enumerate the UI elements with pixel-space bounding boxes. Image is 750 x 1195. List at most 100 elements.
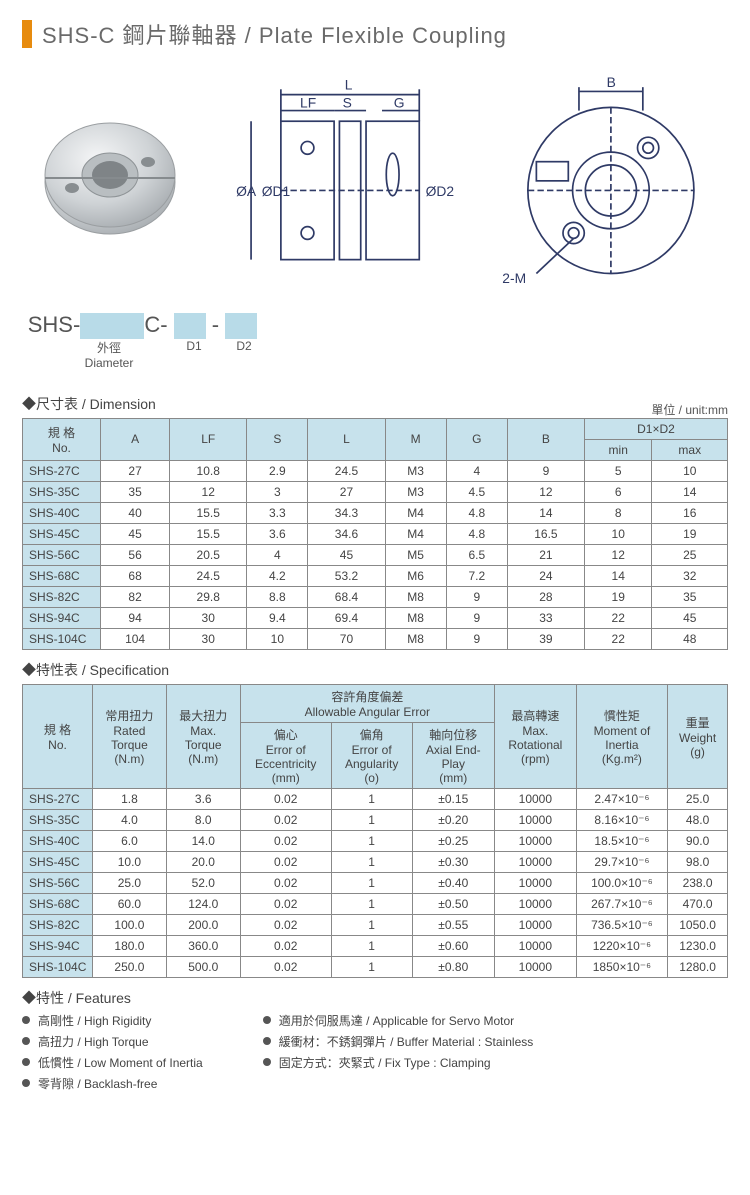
dim-cell: 39 bbox=[507, 628, 584, 649]
spec-col-header: 最高轉速 Max. Rotational (rpm) bbox=[495, 684, 577, 788]
dim-cell: 27 bbox=[308, 481, 385, 502]
spec-cell: ±0.25 bbox=[412, 830, 494, 851]
part-code-format: SHS-C- - 外徑 D1 D2 Diameter bbox=[22, 312, 728, 370]
lbl-outer-en: Diameter bbox=[77, 356, 141, 370]
lbl-d1: D1 bbox=[175, 339, 213, 356]
dim-cell: M6 bbox=[385, 565, 446, 586]
feature-item: 低慣性 / Low Moment of Inertia bbox=[22, 1054, 203, 1071]
spec-cell: 60.0 bbox=[93, 893, 167, 914]
spec-cell: 1.8 bbox=[93, 788, 167, 809]
dim-cell: 94 bbox=[101, 607, 170, 628]
spec-cell: 1 bbox=[331, 935, 412, 956]
dim-cell: 15.5 bbox=[170, 523, 247, 544]
spec-row-header: SHS-68C bbox=[23, 893, 93, 914]
dim-cell: 4.2 bbox=[247, 565, 308, 586]
bullet-icon bbox=[263, 1058, 271, 1066]
dim-cell: 4 bbox=[247, 544, 308, 565]
spec-header: ◆特性表 / Specification bbox=[22, 660, 728, 680]
spec-cell: 0.02 bbox=[240, 956, 331, 977]
spec-cell: 20.0 bbox=[166, 851, 240, 872]
spec-cell: ±0.30 bbox=[412, 851, 494, 872]
dim-row-header: SHS-45C bbox=[23, 523, 101, 544]
dim-cell: 53.2 bbox=[308, 565, 385, 586]
dim-cell: 32 bbox=[652, 565, 728, 586]
spec-row-header: SHS-40C bbox=[23, 830, 93, 851]
dim-row-header: SHS-104C bbox=[23, 628, 101, 649]
dim-cell: 9 bbox=[507, 460, 584, 481]
spec-cell: 29.7×10⁻⁶ bbox=[576, 851, 668, 872]
dim-cell: 6.5 bbox=[446, 544, 507, 565]
dim-col-header: S bbox=[247, 418, 308, 460]
top-section: L LF S G ØA ØD1 ØD2 bbox=[22, 68, 728, 292]
dim-cell: 69.4 bbox=[308, 607, 385, 628]
dim-col-header: M bbox=[385, 418, 446, 460]
lbl-d2: D2 bbox=[225, 339, 263, 356]
spec-cell: 1850×10⁻⁶ bbox=[576, 956, 668, 977]
dim-col-sub: max bbox=[652, 439, 728, 460]
spec-cell: ±0.40 bbox=[412, 872, 494, 893]
dim-cell: 30 bbox=[170, 607, 247, 628]
dim-cell: 4.5 bbox=[446, 481, 507, 502]
spec-cell: 1 bbox=[331, 956, 412, 977]
feature-item: 高扭力 / High Torque bbox=[22, 1033, 203, 1050]
dim-cell: 9 bbox=[446, 586, 507, 607]
dim-cell: 104 bbox=[101, 628, 170, 649]
spec-col-header: 規 格 No. bbox=[23, 684, 93, 788]
lbl-outer-zh: 外徑 bbox=[77, 339, 141, 356]
dim-cell: 5 bbox=[584, 460, 652, 481]
spec-cell: 10.0 bbox=[93, 851, 167, 872]
spec-cell: ±0.60 bbox=[412, 935, 494, 956]
feature-text: 適用於伺服馬達 / Applicable for Servo Motor bbox=[279, 1012, 514, 1029]
dim-cell: 8 bbox=[584, 502, 652, 523]
dim-cell: 4 bbox=[446, 460, 507, 481]
spec-cell: 736.5×10⁻⁶ bbox=[576, 914, 668, 935]
dim-cell: 30 bbox=[170, 628, 247, 649]
dim-cell: 24 bbox=[507, 565, 584, 586]
dim-cell: 8.8 bbox=[247, 586, 308, 607]
dim-cell: 15.5 bbox=[170, 502, 247, 523]
spec-cell: 180.0 bbox=[93, 935, 167, 956]
dim-cell: 16 bbox=[652, 502, 728, 523]
bullet-icon bbox=[263, 1016, 271, 1024]
dim-cell: M4 bbox=[385, 523, 446, 544]
specification-table: 規 格 No.常用扭力 Rated Torque (N.m)最大扭力 Max. … bbox=[22, 684, 728, 978]
dim-cell: 70 bbox=[308, 628, 385, 649]
spec-row-header: SHS-56C bbox=[23, 872, 93, 893]
code-mid: C- bbox=[144, 312, 167, 337]
dim-S: S bbox=[343, 94, 352, 110]
feature-text: 緩衝材：不銹鋼彈片 / Buffer Material : Stainless bbox=[279, 1033, 534, 1050]
title-accent-bar bbox=[22, 20, 32, 48]
spec-row-header: SHS-104C bbox=[23, 956, 93, 977]
dim-cell: 2.9 bbox=[247, 460, 308, 481]
feature-text: 高扭力 / High Torque bbox=[38, 1033, 149, 1050]
bullet-icon bbox=[263, 1037, 271, 1045]
spec-cell: 0.02 bbox=[240, 788, 331, 809]
spec-cell: 360.0 bbox=[166, 935, 240, 956]
features-header: ◆特性 / Features bbox=[22, 988, 728, 1008]
bullet-icon bbox=[22, 1058, 30, 1066]
technical-diagram: L LF S G ØA ØD1 ØD2 bbox=[217, 68, 728, 292]
spec-cell: 0.02 bbox=[240, 851, 331, 872]
spec-cell: 1 bbox=[331, 788, 412, 809]
spec-cell: 25.0 bbox=[93, 872, 167, 893]
code-prefix: SHS- bbox=[28, 312, 81, 337]
dim-2M: 2-M bbox=[502, 270, 526, 286]
spec-col-header: 軸向位移 Axial End- Play (mm) bbox=[412, 722, 494, 788]
dim-col-header: L bbox=[308, 418, 385, 460]
spec-cell: 1 bbox=[331, 830, 412, 851]
features-list: 高剛性 / High Rigidity高扭力 / High Torque低慣性 … bbox=[22, 1012, 728, 1092]
spec-cell: 4.0 bbox=[93, 809, 167, 830]
dim-cell: 10.8 bbox=[170, 460, 247, 481]
spec-col-header: 常用扭力 Rated Torque (N.m) bbox=[93, 684, 167, 788]
page-title: SHS-C 鋼片聯軸器 / Plate Flexible Coupling bbox=[22, 18, 728, 50]
dim-cell: 3.6 bbox=[247, 523, 308, 544]
dim-cell: 40 bbox=[101, 502, 170, 523]
feature-item: 固定方式：夾緊式 / Fix Type : Clamping bbox=[263, 1054, 534, 1071]
feature-text: 低慣性 / Low Moment of Inertia bbox=[38, 1054, 203, 1071]
dim-L: L bbox=[345, 76, 353, 92]
dim-cell: M8 bbox=[385, 607, 446, 628]
dim-cell: 14 bbox=[584, 565, 652, 586]
dim-col-header: A bbox=[101, 418, 170, 460]
dim-cell: 12 bbox=[170, 481, 247, 502]
dim-cell: 9 bbox=[446, 628, 507, 649]
